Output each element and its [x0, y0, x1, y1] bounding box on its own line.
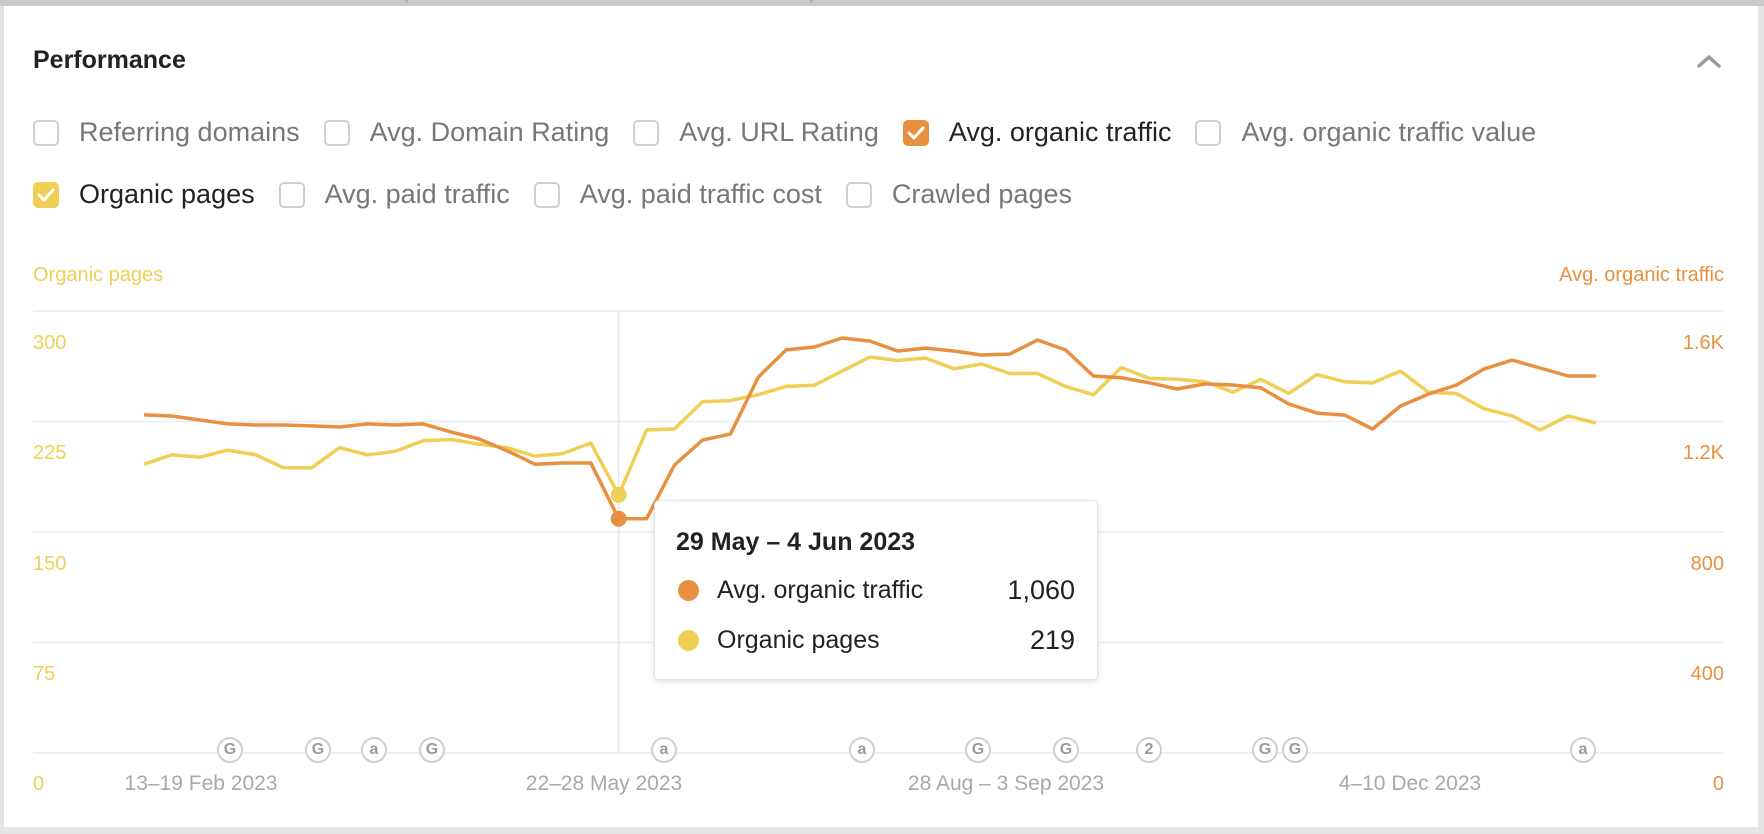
x-tick-label: 22–28 May 2023 — [525, 772, 683, 795]
metric-avg-organic-traffic[interactable]: Avg. organic traffic — [902, 117, 1172, 148]
x-tick-label: 28 Aug – 3 Sep 2023 — [907, 772, 1105, 795]
checkbox-checked[interactable] — [902, 119, 929, 146]
ahrefs-update-marker-icon[interactable]: a — [849, 737, 875, 763]
checkbox[interactable] — [845, 181, 872, 208]
tooltip-value: 1,060 — [1007, 574, 1075, 605]
organic-pages-line — [143, 355, 1597, 497]
checkmark-icon — [907, 126, 925, 139]
google-update-marker-icon[interactable]: G — [419, 737, 445, 763]
left-tick: 0 — [33, 773, 45, 795]
ahrefs-update-marker-icon[interactable]: a — [1570, 737, 1596, 763]
metric-referring-domains[interactable]: Referring domains — [33, 117, 300, 148]
checkbox[interactable] — [533, 181, 560, 208]
metric-crawled-pages[interactable]: Crawled pages — [845, 179, 1072, 210]
metric-label: Avg. paid traffic — [324, 179, 510, 209]
metric-avg-paid-traffic-cost[interactable]: Avg. paid traffic cost — [533, 179, 822, 210]
right-axis-title: Avg. organic traffic — [1559, 264, 1724, 286]
metric-label: Avg. organic traffic value — [1241, 117, 1537, 147]
tooltip-label: Organic pages — [717, 625, 880, 654]
left-axis-title: Organic pages — [33, 264, 164, 286]
checkbox[interactable] — [278, 181, 305, 208]
chevron-up-icon[interactable] — [1694, 50, 1724, 74]
checkbox[interactable] — [33, 119, 59, 146]
organic-traffic-hover-dot — [610, 510, 627, 527]
tooltip-date: 29 May – 4 Jun 2023 — [676, 528, 916, 556]
checkbox[interactable] — [323, 119, 350, 146]
right-tick: 400 — [1690, 663, 1724, 685]
tab-divider — [810, 0, 813, 3]
metric-avg-url-rating[interactable]: Avg. URL Rating — [633, 117, 879, 148]
performance-panel: Performance Referring domains Avg. Domai… — [4, 6, 1758, 828]
metric-avg-organic-traffic-value[interactable]: Avg. organic traffic value — [1195, 117, 1536, 148]
x-tick-label: 13–19 Feb 2023 — [124, 772, 278, 795]
panel-title: Performance — [33, 46, 186, 74]
metric-label: Referring domains — [79, 117, 300, 147]
google-update-marker-icon[interactable]: G — [1252, 737, 1278, 763]
checkbox[interactable] — [633, 119, 660, 146]
left-tick: 300 — [33, 332, 67, 354]
metric-avg-domain-rating[interactable]: Avg. Domain Rating — [323, 117, 610, 148]
metric-label: Crawled pages — [891, 179, 1072, 209]
metric-toggles-row-2: Organic pages Avg. paid traffic Avg. pai… — [33, 179, 1096, 210]
chart-tooltip: 29 May – 4 Jun 2023 Avg. organic traffic… — [654, 500, 1098, 680]
tab-divider — [405, 0, 408, 3]
right-tick: 1.2K — [1682, 442, 1724, 464]
tooltip-row-pages: Organic pages 219 — [678, 625, 1075, 655]
checkmark-icon — [37, 188, 55, 201]
ahrefs-update-marker-icon[interactable]: a — [361, 737, 387, 763]
grouped-updates-marker-icon[interactable]: 2 — [1136, 737, 1162, 763]
metric-avg-paid-traffic[interactable]: Avg. paid traffic — [278, 179, 510, 210]
metric-toggles-row-1: Referring domains Avg. Domain Rating Avg… — [33, 117, 1560, 148]
google-update-marker-icon[interactable]: G — [1053, 737, 1079, 763]
metric-organic-pages[interactable]: Organic pages — [33, 179, 255, 210]
metric-label: Avg. Domain Rating — [369, 117, 610, 147]
organic-pages-hover-dot — [610, 486, 627, 503]
left-tick: 150 — [33, 553, 67, 575]
tooltip-label: Avg. organic traffic — [717, 575, 924, 604]
right-tick: 1.6K — [1682, 332, 1724, 354]
right-tick: 0 — [1712, 773, 1724, 795]
metric-label: Avg. URL Rating — [679, 117, 879, 147]
x-tick-label: 4–10 Dec 2023 — [1338, 772, 1482, 795]
right-tick: 800 — [1690, 553, 1724, 575]
metric-label: Avg. paid traffic cost — [579, 179, 822, 209]
google-update-marker-icon[interactable]: G — [217, 737, 243, 763]
google-update-marker-icon[interactable]: G — [965, 737, 991, 763]
tooltip-value: 219 — [1029, 624, 1075, 655]
ahrefs-update-marker-icon[interactable]: a — [651, 737, 677, 763]
left-tick: 75 — [33, 663, 56, 685]
checkbox[interactable] — [1195, 119, 1222, 146]
google-update-marker-icon[interactable]: G — [1282, 737, 1308, 763]
checkbox-checked[interactable] — [33, 181, 59, 208]
left-tick: 225 — [33, 442, 67, 464]
metric-label: Avg. organic traffic — [948, 117, 1172, 147]
traffic-legend-dot-icon — [678, 579, 699, 601]
tooltip-row-traffic: Avg. organic traffic 1,060 — [678, 575, 1075, 605]
pages-legend-dot-icon — [678, 629, 699, 651]
metric-label: Organic pages — [79, 179, 255, 209]
top-tab-strip — [0, 0, 1764, 6]
google-update-marker-icon[interactable]: G — [305, 737, 331, 763]
organic-traffic-line — [143, 336, 1596, 521]
